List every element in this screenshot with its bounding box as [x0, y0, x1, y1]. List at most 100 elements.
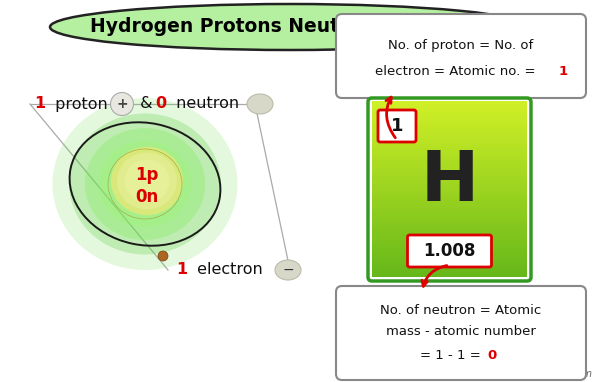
Bar	[372, 210, 527, 214]
Bar	[372, 167, 527, 170]
Bar	[372, 223, 527, 227]
Bar	[372, 169, 527, 172]
Bar	[372, 171, 527, 174]
Bar	[372, 180, 527, 183]
Bar	[372, 236, 527, 240]
Bar	[372, 188, 527, 192]
Bar	[372, 186, 527, 189]
Text: 0: 0	[487, 350, 496, 363]
Bar	[372, 212, 527, 216]
Bar	[372, 112, 527, 115]
Bar	[372, 158, 527, 161]
Bar	[372, 151, 527, 154]
Bar	[372, 184, 527, 187]
Text: −: −	[282, 263, 294, 277]
Bar	[372, 250, 527, 253]
Bar	[372, 134, 527, 137]
Bar	[372, 254, 527, 257]
Bar	[372, 129, 527, 133]
Text: 1.008: 1.008	[424, 242, 476, 260]
Bar	[372, 245, 527, 249]
Bar	[372, 123, 527, 126]
FancyBboxPatch shape	[336, 14, 586, 98]
Bar	[372, 193, 527, 196]
Bar	[372, 256, 527, 259]
Bar	[372, 154, 527, 157]
Bar	[372, 105, 527, 108]
Ellipse shape	[69, 113, 221, 254]
Text: &: &	[135, 97, 158, 112]
Bar	[372, 162, 527, 165]
Bar	[372, 142, 527, 146]
Bar	[372, 243, 527, 246]
Bar	[372, 219, 527, 222]
Text: 1: 1	[34, 97, 45, 112]
Bar	[372, 263, 527, 266]
Bar	[372, 125, 527, 128]
Bar	[372, 215, 527, 218]
Bar	[372, 228, 527, 231]
Bar	[372, 261, 527, 264]
Text: proton: proton	[50, 97, 108, 112]
Text: electron: electron	[192, 262, 263, 277]
Text: Hydrogen Protons Neutrons Electrons: Hydrogen Protons Neutrons Electrons	[89, 17, 490, 36]
Bar	[372, 204, 527, 207]
Bar	[372, 239, 527, 242]
Bar	[372, 202, 527, 205]
Ellipse shape	[99, 141, 191, 227]
Bar	[372, 140, 527, 144]
Text: 1p: 1p	[136, 166, 158, 184]
Ellipse shape	[247, 94, 273, 114]
Bar	[372, 217, 527, 220]
Bar	[372, 259, 527, 262]
Bar	[372, 114, 527, 117]
Bar	[372, 248, 527, 251]
Text: 0: 0	[155, 97, 166, 112]
Ellipse shape	[53, 98, 238, 270]
Text: © knordslearning.com: © knordslearning.com	[482, 369, 592, 379]
Bar	[372, 156, 527, 159]
Ellipse shape	[50, 4, 530, 50]
Bar	[372, 136, 527, 139]
FancyBboxPatch shape	[407, 235, 491, 267]
Bar	[372, 208, 527, 211]
Bar	[372, 235, 527, 238]
Bar	[372, 103, 527, 106]
Bar	[372, 230, 527, 233]
Bar	[372, 195, 527, 198]
Bar	[372, 147, 527, 150]
Circle shape	[110, 92, 133, 115]
Bar	[372, 121, 527, 124]
Bar	[372, 164, 527, 168]
Text: +: +	[116, 97, 128, 111]
Text: No. of proton = No. of: No. of proton = No. of	[388, 39, 533, 52]
Ellipse shape	[111, 147, 183, 215]
FancyBboxPatch shape	[336, 286, 586, 380]
Ellipse shape	[125, 160, 170, 202]
Bar	[372, 138, 527, 141]
Bar	[372, 241, 527, 244]
Bar	[372, 101, 527, 104]
Text: 1: 1	[391, 117, 403, 135]
Bar	[372, 173, 527, 176]
Text: 0n: 0n	[136, 188, 158, 206]
Bar	[372, 110, 527, 113]
Bar	[372, 221, 527, 225]
Bar	[372, 145, 527, 148]
Bar	[372, 178, 527, 181]
Ellipse shape	[275, 260, 301, 280]
Bar	[372, 272, 527, 275]
Text: 1: 1	[559, 65, 568, 78]
Bar	[372, 191, 527, 194]
Bar	[372, 132, 527, 135]
Bar	[372, 269, 527, 273]
Text: electron = Atomic no. =: electron = Atomic no. =	[374, 65, 539, 78]
Text: = 1 - 1 =: = 1 - 1 =	[421, 350, 485, 363]
Bar	[372, 252, 527, 255]
Bar	[372, 108, 527, 111]
FancyBboxPatch shape	[378, 110, 416, 142]
Ellipse shape	[117, 152, 177, 209]
Ellipse shape	[85, 128, 205, 240]
Bar	[372, 116, 527, 120]
Bar	[372, 118, 527, 122]
